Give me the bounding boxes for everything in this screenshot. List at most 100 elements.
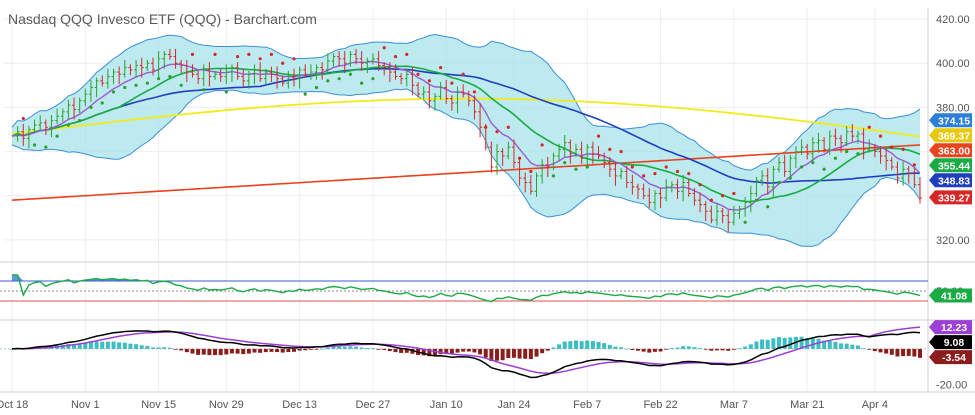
sar-dot — [281, 61, 285, 65]
macd-histogram-bar — [602, 343, 607, 349]
macd-histogram-bar — [229, 348, 234, 354]
macd-histogram-bar — [303, 348, 308, 351]
price-bar — [393, 64, 398, 80]
sar-dot — [416, 72, 420, 76]
price-bar — [884, 148, 889, 171]
macd-histogram-bar — [207, 348, 212, 356]
macd-histogram-bar — [906, 348, 911, 356]
sar-dot — [134, 83, 138, 87]
macd-histogram-bar — [105, 341, 110, 349]
price-bar — [438, 81, 443, 100]
price-tick-label: 380.00 — [936, 102, 970, 114]
price-bar — [55, 108, 60, 124]
price-bar — [596, 146, 601, 160]
price-bar — [246, 70, 251, 89]
sar-dot — [529, 169, 533, 174]
price-bar — [489, 141, 494, 173]
macd-histogram-bar — [517, 348, 522, 359]
sar-dot — [732, 191, 736, 196]
price-bar — [551, 152, 556, 171]
macd-badge: -3.54 — [929, 350, 972, 365]
sar-dot — [766, 205, 770, 209]
macd-histogram-bar — [66, 344, 71, 349]
price-tick-label: 420.00 — [936, 14, 970, 26]
price-bar — [833, 128, 838, 147]
price-bar — [523, 172, 528, 193]
macd-panel — [0, 326, 928, 379]
price-tick-label: 400.00 — [936, 58, 970, 70]
price-badge: 339.27 — [929, 190, 972, 205]
macd-histogram-bar — [297, 348, 302, 351]
price-bar — [771, 165, 776, 197]
macd-histogram-bar — [382, 348, 387, 350]
macd-histogram-bar — [466, 348, 471, 352]
price-bar — [235, 62, 240, 80]
sar-dot — [788, 176, 792, 180]
macd-histogram-bar — [139, 345, 144, 349]
price-bar — [607, 157, 612, 177]
macd-histogram-bar — [286, 348, 291, 353]
macd-histogram-bar — [607, 344, 612, 349]
macd-histogram-bar — [241, 348, 246, 355]
macd-histogram-bar — [523, 348, 528, 359]
sar-dot — [687, 172, 691, 176]
price-bar — [850, 123, 855, 142]
badge-label: 355.44 — [938, 160, 970, 172]
price-bar — [303, 64, 308, 78]
price-bar — [308, 64, 313, 80]
macd-histogram-bar — [359, 347, 364, 349]
macd-histogram-bar — [534, 348, 539, 357]
bollinger-lower — [11, 88, 921, 247]
price-bar — [743, 196, 748, 217]
price-bar — [111, 68, 116, 85]
macd-histogram-bar — [850, 344, 855, 349]
macd-histogram-bar — [511, 348, 516, 358]
macd-histogram-bar — [179, 348, 184, 351]
sar-dot — [157, 77, 161, 81]
chart-title: Nasdaq QQQ Invesco ETF (QQQ) - Barchart.… — [8, 11, 317, 27]
sar-dot — [100, 101, 104, 105]
price-bar — [579, 141, 584, 164]
price-bar — [619, 168, 624, 180]
badge-label: -3.54 — [942, 352, 966, 364]
rsi-panel — [0, 274, 928, 303]
sar-dot — [179, 83, 183, 87]
price-bar — [354, 48, 359, 65]
macd-histogram-bar — [365, 347, 370, 349]
price-bar — [297, 66, 302, 89]
macd-histogram-bar — [579, 341, 584, 349]
ma-200-line — [11, 144, 921, 201]
sar-dot — [867, 125, 871, 129]
price-bars — [15, 48, 922, 233]
price-bar — [506, 141, 511, 160]
date-tick-label: Nov 1 — [71, 399, 100, 411]
macd-histogram-bar — [190, 348, 195, 354]
price-bar — [602, 152, 607, 169]
macd-histogram-bar — [449, 348, 454, 355]
macd-histogram-bar — [432, 348, 437, 356]
macd-histogram-bar — [404, 348, 409, 353]
macd-badge: 9.08 — [929, 335, 972, 350]
price-bar — [748, 185, 753, 213]
ma-100-line — [11, 97, 921, 138]
sar-dot — [698, 183, 702, 187]
price-bar — [150, 57, 155, 76]
badge-label: 374.15 — [938, 115, 970, 127]
macd-histogram-bar — [421, 348, 426, 356]
sar-dot — [472, 90, 477, 94]
price-bar — [545, 157, 550, 177]
macd-signal-line — [11, 326, 921, 375]
price-bar — [348, 51, 353, 67]
sar-dot — [55, 134, 59, 138]
sar-dot — [393, 54, 398, 59]
price-bar — [128, 64, 133, 76]
price-bar — [207, 62, 212, 87]
macd-histogram-bar — [810, 338, 815, 349]
macd-histogram-bar — [664, 348, 669, 350]
price-bar — [731, 205, 736, 226]
macd-histogram-bar — [760, 339, 765, 349]
price-bar — [337, 51, 342, 67]
date-tick-label: Oct 18 — [0, 399, 28, 411]
price-bar — [167, 48, 172, 60]
